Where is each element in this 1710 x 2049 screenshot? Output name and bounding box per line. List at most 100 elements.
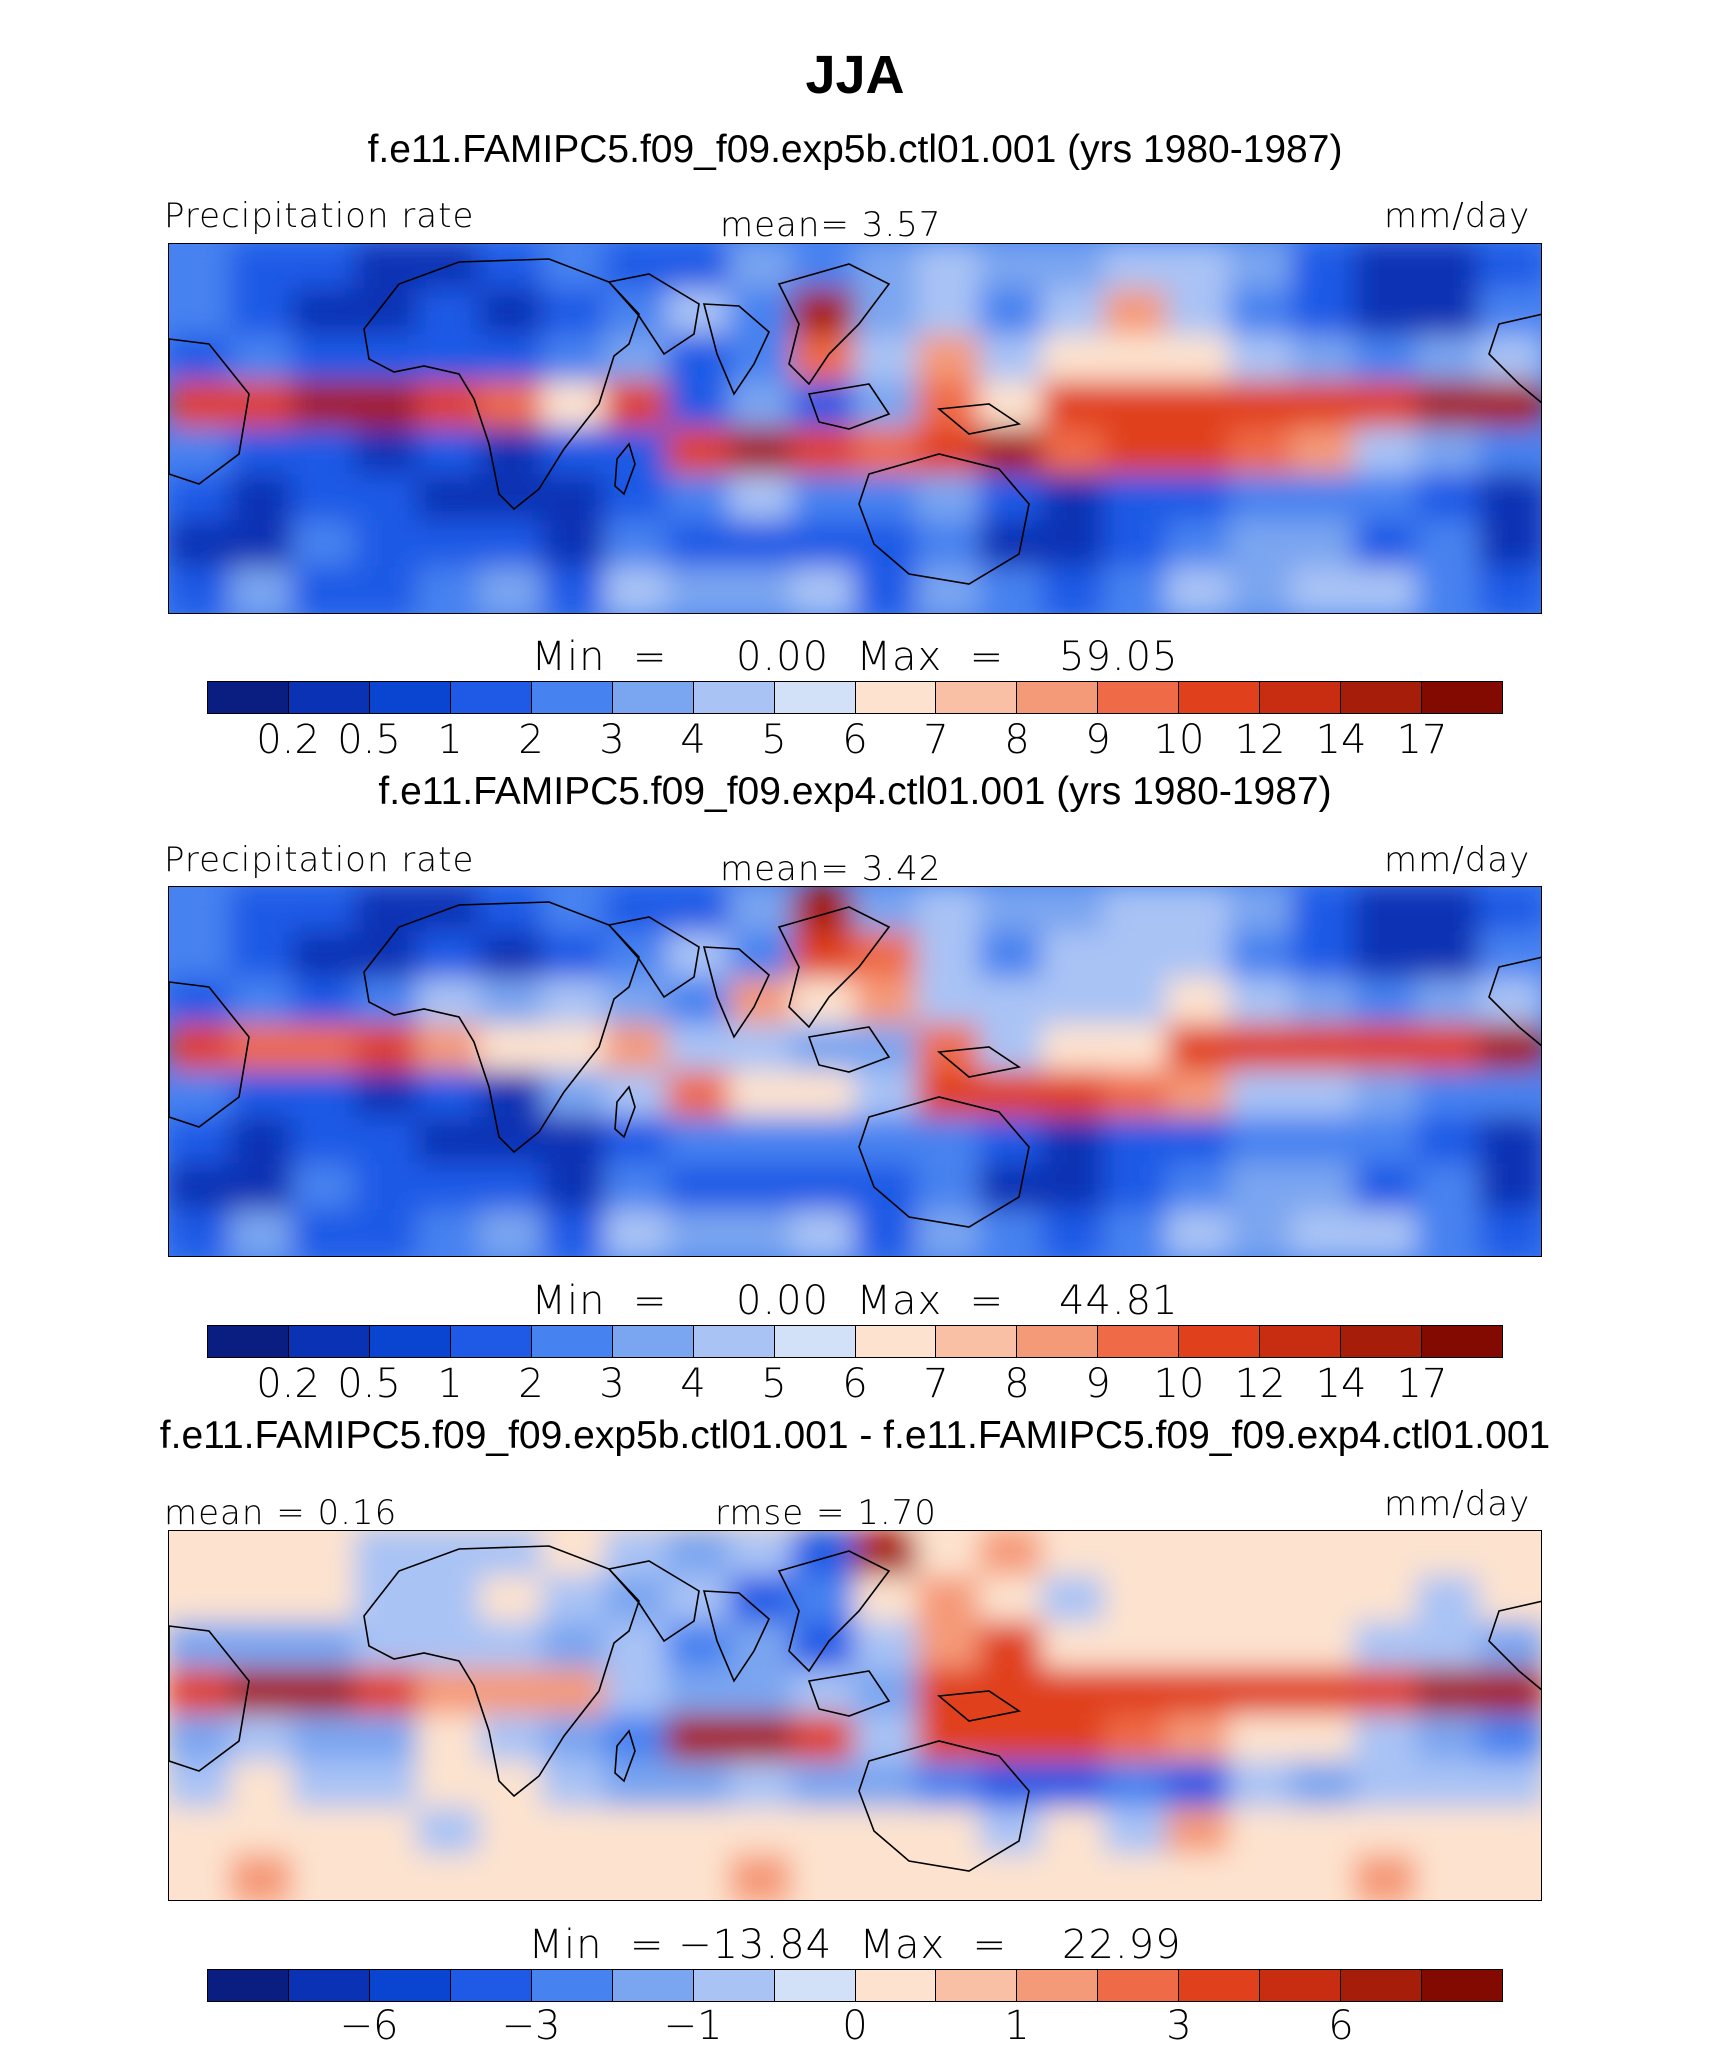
map-field-cell — [1291, 1760, 1358, 1812]
map-field-cell — [229, 1531, 296, 1580]
colorbar-tick-label: 6 — [1328, 2003, 1354, 2049]
map-field-cell — [1416, 1070, 1483, 1121]
map-field-cell — [1353, 1760, 1421, 1812]
panel-2-map — [168, 886, 1542, 1257]
map-field-cell — [479, 1621, 546, 1673]
map-field-cell — [1166, 427, 1233, 478]
map-field-cell — [978, 381, 1046, 432]
map-field-cell — [229, 1853, 296, 1900]
map-field-cell — [854, 1163, 921, 1214]
colorbar-swatch — [288, 682, 370, 713]
map-field-cell — [1478, 1116, 1541, 1168]
map-field-cell — [1041, 244, 1108, 293]
coastline — [937, 1690, 1022, 1722]
map-field-cell — [291, 1024, 359, 1075]
colorbar-tick-label: −1 — [663, 2003, 723, 2049]
map-field-cell — [1166, 1024, 1233, 1075]
colorbar-tick-label: 10 — [1153, 1361, 1205, 1407]
panel-1-colorbar — [207, 681, 1503, 714]
colorbar-tick-label: 7 — [923, 717, 949, 763]
map-field-cell — [291, 1621, 359, 1673]
coastline — [858, 1740, 1030, 1872]
map-field-cell — [1416, 427, 1483, 478]
map-field-cell — [978, 1714, 1046, 1765]
map-field-cell — [1416, 1209, 1483, 1256]
map-field-cell — [229, 1024, 296, 1075]
map-field-cell — [1353, 1853, 1421, 1900]
map-field-cell — [666, 1807, 734, 1858]
colorbar-tick-label: 5 — [761, 1361, 787, 1407]
map-field-cell — [854, 334, 921, 386]
map-field-cell — [729, 1116, 796, 1168]
map-field-cell — [1291, 1853, 1358, 1900]
map-field-cell — [1478, 381, 1541, 432]
map-field-cell — [978, 334, 1046, 386]
colorbar-tick-label: 10 — [1153, 717, 1205, 763]
coastline — [363, 258, 640, 511]
map-field-cell — [978, 1760, 1046, 1812]
map-field-cell — [1291, 520, 1358, 571]
map-field-cell — [354, 1116, 421, 1168]
map-field-cell — [479, 1163, 546, 1214]
map-field-cell — [354, 1621, 421, 1673]
colorbar-tick-label: 4 — [680, 717, 706, 763]
map-field-cell — [1353, 931, 1421, 982]
map-field-cell — [666, 1116, 734, 1168]
map-field-cell — [229, 381, 296, 432]
map-field-cell — [1353, 1163, 1421, 1214]
map-field-cell — [604, 1209, 671, 1256]
map-field-cell — [416, 520, 484, 571]
map-field-cell — [541, 1760, 609, 1812]
map-field-cell — [1041, 1116, 1108, 1168]
map-field-cell — [1041, 887, 1108, 936]
map-field-cell — [854, 473, 921, 525]
map-field-cell — [416, 1070, 484, 1121]
map-field-cell — [1353, 1116, 1421, 1168]
map-field-cell — [291, 977, 359, 1029]
map-field-cell — [791, 1760, 858, 1812]
map-field-cell — [1353, 1807, 1421, 1858]
map-field-cell — [1353, 1668, 1421, 1719]
map-field-cell — [1353, 473, 1421, 525]
coastline — [363, 1545, 640, 1798]
map-field-cell — [666, 1668, 734, 1719]
map-field-cell — [169, 1070, 234, 1121]
map-field-cell — [291, 1163, 359, 1214]
map-field-cell — [416, 1714, 484, 1765]
map-field-cell — [978, 1163, 1046, 1214]
map-field-cell — [354, 1070, 421, 1121]
map-field-cell — [541, 1575, 609, 1626]
colorbar-swatch — [1017, 1326, 1099, 1357]
map-field-cell — [604, 1163, 671, 1214]
map-field-cell — [1103, 1070, 1171, 1121]
panel-2-map-svg — [169, 887, 1541, 1256]
map-field-cell — [854, 931, 921, 982]
colorbar-swatch — [774, 1970, 856, 2001]
map-field-cell — [1291, 1575, 1358, 1626]
colorbar-tick-label: 17 — [1396, 717, 1448, 763]
map-field-cell — [1291, 931, 1358, 982]
map-field-cell — [479, 1575, 546, 1626]
coastline — [607, 1560, 700, 1643]
map-field-cell — [479, 1714, 546, 1765]
map-field-cell — [1041, 473, 1108, 525]
map-field-cell — [291, 1668, 359, 1719]
map-field-cell — [729, 1807, 796, 1858]
map-field-cell — [541, 381, 609, 432]
map-field-cell — [416, 1209, 484, 1256]
map-field-cell — [854, 244, 921, 293]
map-field-cell — [1103, 1760, 1171, 1812]
map-field-cell — [1166, 931, 1233, 982]
map-field-cell — [666, 1714, 734, 1765]
map-field-cell — [479, 1531, 546, 1580]
map-field-cell — [1478, 520, 1541, 571]
map-field-cell — [1291, 288, 1358, 339]
map-field-cell — [1291, 1116, 1358, 1168]
map-field-cell — [1041, 1760, 1108, 1812]
map-field-cell — [291, 931, 359, 982]
colorbar-swatch — [531, 1970, 613, 2001]
map-field-cell — [729, 427, 796, 478]
map-field-cell — [854, 1531, 921, 1580]
map-field-cell — [169, 1024, 234, 1075]
map-field-cell — [1228, 473, 1296, 525]
